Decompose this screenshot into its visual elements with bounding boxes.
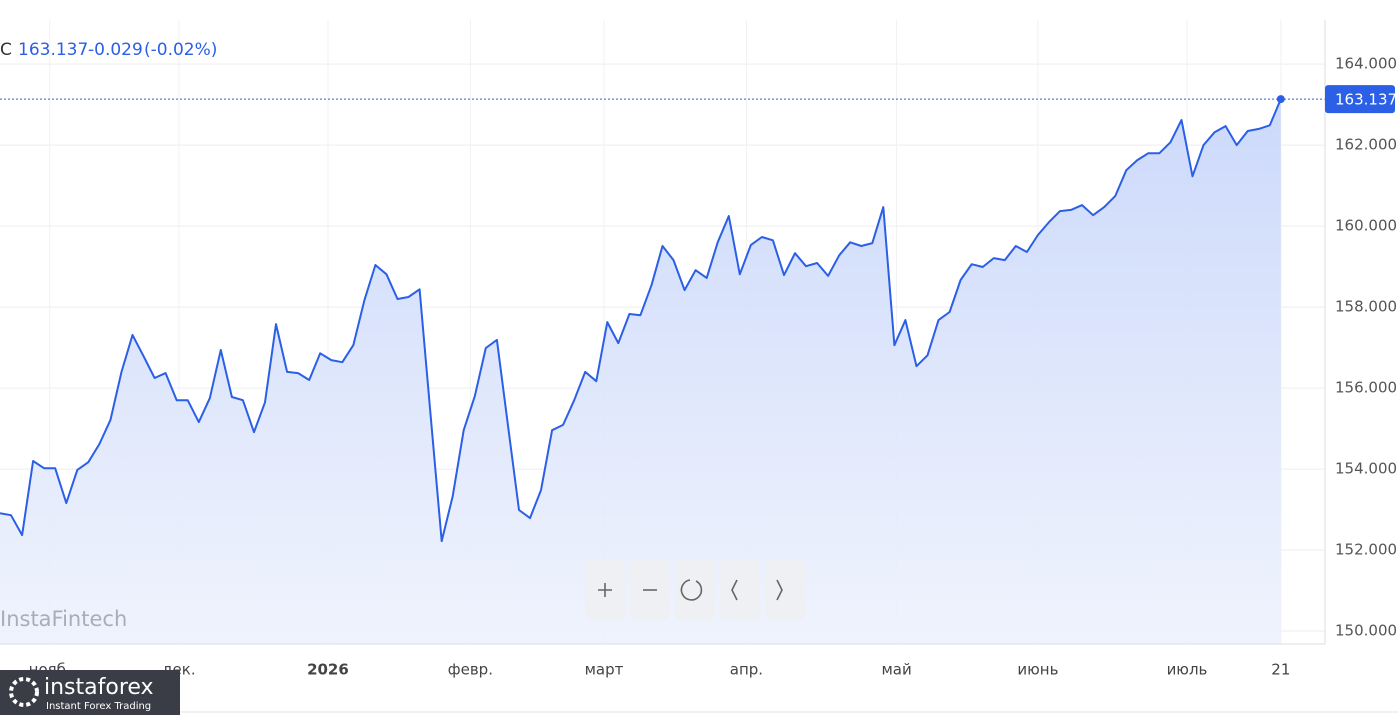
y-tick-label: 152.000: [1335, 541, 1397, 559]
scroll-right-button[interactable]: [765, 560, 805, 620]
x-tick-label: май: [881, 661, 911, 679]
x-tick-label: март: [585, 661, 624, 679]
last-value-badge: [1325, 85, 1395, 114]
zoom-in-icon: [598, 583, 612, 597]
change: -0.029: [88, 40, 143, 60]
x-tick-label: апр.: [730, 661, 763, 679]
y-tick-label: 164.000: [1335, 55, 1397, 73]
reset-button[interactable]: [675, 560, 715, 620]
x-axis: нояб. дек. 2026 февр. март апр. май июнь июль 21: [29, 661, 1291, 679]
logo: instaforex Instant Forex Trading: [0, 670, 180, 715]
price-line: [0, 98, 1282, 543]
reset-icon: [680, 579, 703, 601]
y-axis: 150.000 152.000 154.000 156.000 158.000 160.0…: [1325, 55, 1397, 640]
ohlc-label: C: [0, 40, 12, 60]
y-tick-label: 156.000: [1335, 379, 1397, 397]
x-tick-label: февр.: [448, 661, 493, 679]
logo-name: instaforex: [44, 675, 154, 700]
y-tick-label: 158.000: [1335, 298, 1397, 316]
logo-icon: [9, 677, 39, 707]
logo-tagline: Instant Forex Trading: [46, 701, 151, 712]
scroll-left-button[interactable]: [720, 560, 760, 620]
change-percent: (-0.02%): [144, 40, 217, 60]
zoom-controls: [585, 560, 805, 620]
x-tick-label: 21: [1271, 661, 1290, 679]
y-tick-label: 154.000: [1335, 460, 1397, 478]
last-value-label: 163.137: [1335, 91, 1397, 109]
scroll-left-icon: [731, 579, 738, 601]
y-tick-label: 150.000: [1335, 622, 1397, 640]
watermark: InstaFintech: [0, 607, 127, 631]
scroll-right-icon: [776, 579, 783, 601]
y-tick-label: 160.000: [1335, 217, 1397, 235]
plot: [0, 95, 1325, 645]
last-value-header: 163.137: [18, 40, 88, 60]
area-fill: [0, 99, 1281, 645]
x-tick-label: июнь: [1017, 661, 1058, 679]
logo-background: [0, 670, 180, 715]
y-tick-label: 162.000: [1335, 136, 1397, 154]
x-tick-label: июль: [1167, 661, 1208, 679]
x-tick-label: 2026: [307, 661, 349, 679]
